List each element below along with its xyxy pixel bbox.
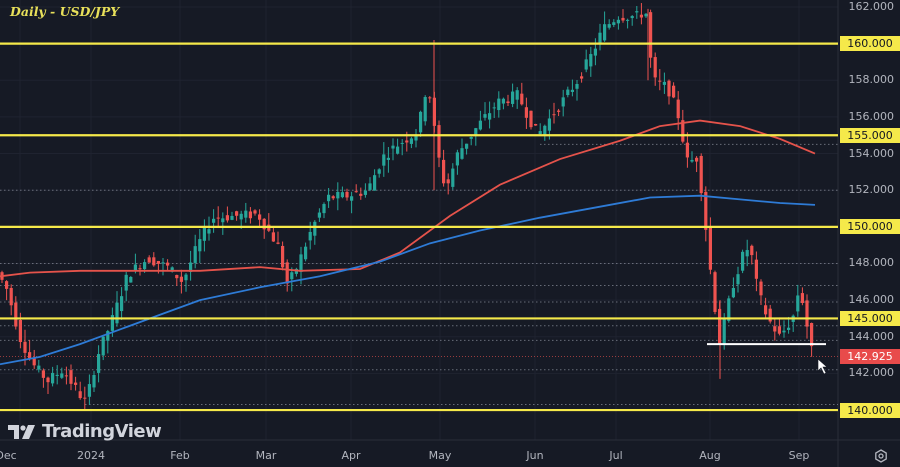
- time-label: Apr: [341, 449, 361, 462]
- price-label: 156.000: [848, 109, 895, 123]
- price-label: 144.000: [848, 329, 895, 343]
- level-tag: 145.000: [840, 310, 900, 326]
- time-label: 2024: [77, 449, 105, 462]
- chart-title: Daily - USD/JPY: [10, 4, 120, 19]
- price-label: 162.000: [848, 0, 895, 13]
- last-price-tag: 142.925: [840, 348, 900, 364]
- time-label: Feb: [170, 449, 190, 462]
- time-label: May: [428, 449, 452, 462]
- time-label: Jul: [609, 449, 623, 462]
- price-label: 158.000: [848, 73, 895, 87]
- time-label: Aug: [699, 449, 721, 462]
- tradingview-logo-icon: [8, 424, 35, 439]
- price-label: 152.000: [848, 183, 895, 197]
- settings-gear-icon[interactable]: [874, 449, 888, 463]
- level-tag: 140.000: [840, 402, 900, 418]
- cursor-arrow-icon: [817, 358, 828, 375]
- price-label: 154.000: [848, 146, 895, 160]
- price-label: 148.000: [848, 256, 895, 270]
- level-tag: 150.000: [840, 219, 900, 235]
- price-label: 146.000: [848, 293, 895, 307]
- level-tag: 155.000: [840, 127, 900, 143]
- price-label: 142.000: [848, 366, 895, 380]
- level-tag: 160.000: [840, 36, 900, 52]
- time-label: Mar: [255, 449, 277, 462]
- tradingview-logo[interactable]: TradingView: [8, 421, 162, 442]
- logo-text: TradingView: [42, 421, 162, 442]
- time-label: Jun: [526, 449, 544, 462]
- time-label: Sep: [788, 449, 810, 462]
- time-label: Dec: [0, 449, 17, 462]
